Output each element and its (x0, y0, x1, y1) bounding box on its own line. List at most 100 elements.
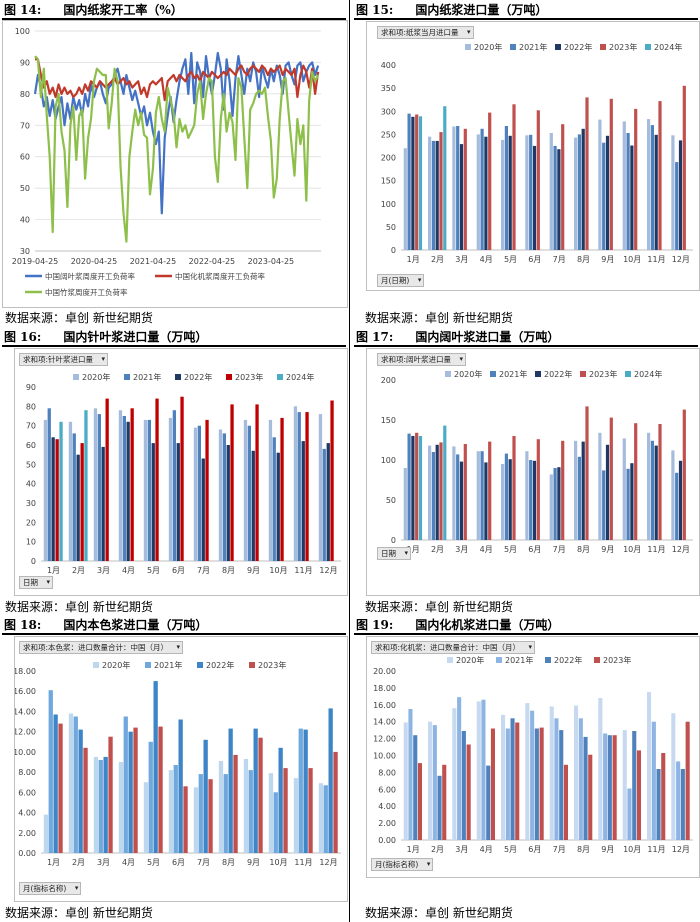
bar (58, 723, 63, 853)
bar (155, 398, 159, 561)
x-tick-label: 6月 (172, 858, 185, 867)
bar (480, 128, 484, 250)
y-tick-label: 80 (26, 402, 36, 411)
legend-swatch (145, 662, 151, 668)
pivot-field-button[interactable]: 求和项:针叶浆进口量 ▾ (19, 353, 109, 366)
bar (588, 754, 593, 840)
bar (403, 722, 408, 840)
bar (682, 85, 686, 250)
y-tick-label: 6.00 (378, 785, 396, 794)
bar (151, 443, 155, 561)
bar (480, 451, 484, 540)
bar (602, 470, 606, 540)
bar (303, 729, 308, 853)
y-tick-label: 80 (20, 90, 30, 99)
bar (318, 783, 324, 853)
x-tick-label: 2021-04-25 (130, 257, 177, 266)
pivot-axis-button[interactable]: 月(日期) ▾ (377, 274, 425, 287)
y-tick-label: 50 (26, 460, 36, 469)
bar (680, 769, 685, 840)
bar (609, 417, 613, 540)
bar (223, 774, 228, 853)
bar (577, 134, 581, 250)
series-line (34, 55, 320, 243)
x-tick-label: 2023-04-25 (248, 257, 295, 266)
bar (654, 445, 658, 540)
filter-icon: ▾ (417, 276, 422, 284)
y-tick-label: 400 (381, 61, 396, 70)
panel-fig17: 图 17: 国内阔叶浆进口量（万吨） 0 50 100 150 200 1月 2月 3月 4月 5月… (352, 327, 700, 615)
bar (84, 410, 88, 561)
pivot-axis-button[interactable]: 月(指标名称) ▾ (19, 882, 82, 895)
pivot-field-button[interactable]: 求和项:化机浆：进口数量合计：中国（月） ▾ (371, 641, 536, 654)
bar (557, 467, 561, 540)
y-tick-label: 100 (381, 200, 396, 209)
x-tick-label: 4月 (122, 858, 135, 867)
pivot-axis-label: 月(日期) (381, 276, 410, 285)
bar (682, 409, 686, 540)
bar (43, 419, 48, 561)
panel-fig16: 图 16: 国内针叶浆进口量（万吨） 0 10 20 30 40 50 60 70 80 90 1月 2… (0, 327, 348, 615)
x-tick-label: 5月 (504, 545, 517, 554)
x-tick-label: 11月 (294, 858, 312, 867)
bar (143, 782, 149, 853)
bar (153, 681, 158, 853)
bar (258, 737, 263, 853)
bar (671, 713, 676, 841)
source-note: 数据来源：卓创 新世纪期货 (5, 906, 153, 920)
x-tick-label: 4月 (480, 255, 493, 264)
bar (123, 716, 128, 853)
bar (634, 108, 638, 251)
pivot-axis-button[interactable]: 日期 ▾ (19, 576, 53, 589)
bar (553, 145, 557, 250)
bar (574, 705, 579, 840)
filter-icon: ▾ (528, 643, 533, 651)
pivot-axis-button[interactable]: 日期 ▾ (377, 547, 411, 560)
x-tick-label: 10月 (269, 858, 287, 867)
x-tick-label: 1月 (407, 255, 420, 264)
legend-swatch (175, 374, 181, 380)
filter-icon: ▾ (459, 355, 464, 363)
bar (578, 718, 583, 840)
figure-title: 国内纸浆进口量（万吨） (415, 3, 548, 17)
pivot-field-button[interactable]: 求和项:阔叶浆进口量 ▾ (377, 353, 467, 366)
x-tick-label: 6月 (528, 845, 541, 854)
bar (413, 735, 418, 840)
bar (55, 439, 59, 561)
bar (415, 114, 419, 250)
x-tick-label: 3月 (97, 858, 110, 867)
bar (658, 101, 662, 250)
bar (504, 453, 508, 540)
bar (173, 765, 178, 853)
bar (609, 98, 613, 250)
x-tick-label: 5月 (147, 858, 160, 867)
title-rule (354, 633, 698, 635)
pivot-axis-button[interactable]: 月(指标名称) ▾ (371, 858, 434, 871)
column-divider (349, 0, 350, 922)
bar (630, 463, 634, 540)
bar (308, 768, 313, 853)
bar (505, 728, 510, 840)
bar (574, 137, 578, 250)
legend-label: 2024年 (654, 42, 682, 52)
y-tick-label: 250 (381, 130, 396, 139)
y-tick-label: 0 (31, 557, 36, 566)
legend-label: 2022年 (564, 42, 592, 52)
pivot-field-button[interactable]: 求和项:本色浆：进口数量合计：中国（月） ▾ (19, 641, 184, 654)
bar (435, 444, 439, 540)
pivot-field-button[interactable]: 求和项:纸浆当月进口量 ▾ (377, 26, 474, 39)
bar (647, 692, 652, 840)
panel-title: 图 14: 国内纸浆开工率（%） (4, 1, 183, 17)
bar (442, 764, 447, 840)
bar (415, 432, 419, 540)
filter-icon: ▾ (74, 884, 79, 892)
bar (525, 703, 530, 840)
x-tick-label: 12月 (672, 845, 690, 854)
pivot-field-label: 求和项:针叶浆进口量 (23, 355, 94, 364)
source-note: 数据来源：卓创 新世纪期货 (5, 600, 153, 614)
x-tick-label: 9月 (601, 255, 614, 264)
bar (205, 419, 209, 561)
bar (481, 699, 486, 840)
bar (283, 768, 288, 853)
panel-fig19: 图 19: 国内化机浆进口量（万吨） 0.00 2.00 4.00 6.00 8.00 10… (352, 615, 700, 922)
